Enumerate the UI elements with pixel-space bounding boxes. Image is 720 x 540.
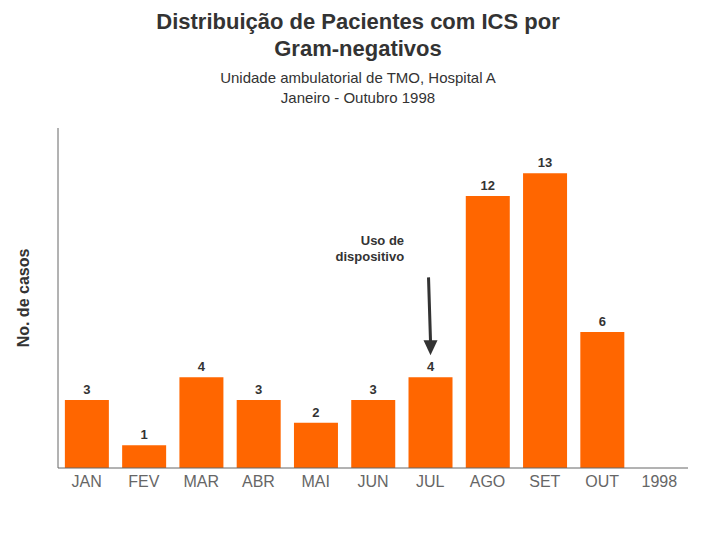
html-text:Distribuição de Pacientes com: Distribuição de Pacientes com ICS por — [156, 9, 560, 34]
html-text:Unidade ambulatorial de TMO, H: Unidade ambulatorial de TMO, Hospital A — [220, 69, 496, 86]
svg-text:12: 12 — [481, 178, 495, 193]
svg-text:ABR: ABR — [242, 473, 275, 490]
svg-text:3: 3 — [370, 382, 377, 397]
html-text:Gram-negativos: Gram-negativos — [274, 36, 442, 61]
svg-text:JAN: JAN — [72, 473, 102, 490]
svg-text:3: 3 — [255, 382, 262, 397]
svg-text:4: 4 — [427, 359, 435, 374]
svg-text:SET: SET — [529, 473, 560, 490]
svg-text:FEV: FEV — [128, 473, 159, 490]
svg-text:1998: 1998 — [642, 473, 678, 490]
svg-text:JUL: JUL — [416, 473, 445, 490]
svg-text:6: 6 — [599, 314, 606, 329]
svg-text:Uso dedispositivo: Uso dedispositivo — [335, 233, 404, 264]
svg-text:JUN: JUN — [357, 473, 388, 490]
html-text:Janeiro - Outubro 1998: Janeiro - Outubro 1998 — [280, 89, 436, 106]
svg-text:MAR: MAR — [183, 473, 219, 490]
svg-text:AGO: AGO — [470, 473, 506, 490]
svg-text:2: 2 — [312, 405, 319, 420]
svg-text:1: 1 — [141, 427, 148, 442]
svg-text:3: 3 — [83, 382, 90, 397]
svg-text:No. de casos: No. de casos — [15, 249, 32, 348]
svg-text:MAI: MAI — [302, 473, 330, 490]
svg-text:4: 4 — [198, 359, 206, 374]
svg-text:OUT: OUT — [585, 473, 619, 490]
svg-text:13: 13 — [538, 155, 552, 170]
